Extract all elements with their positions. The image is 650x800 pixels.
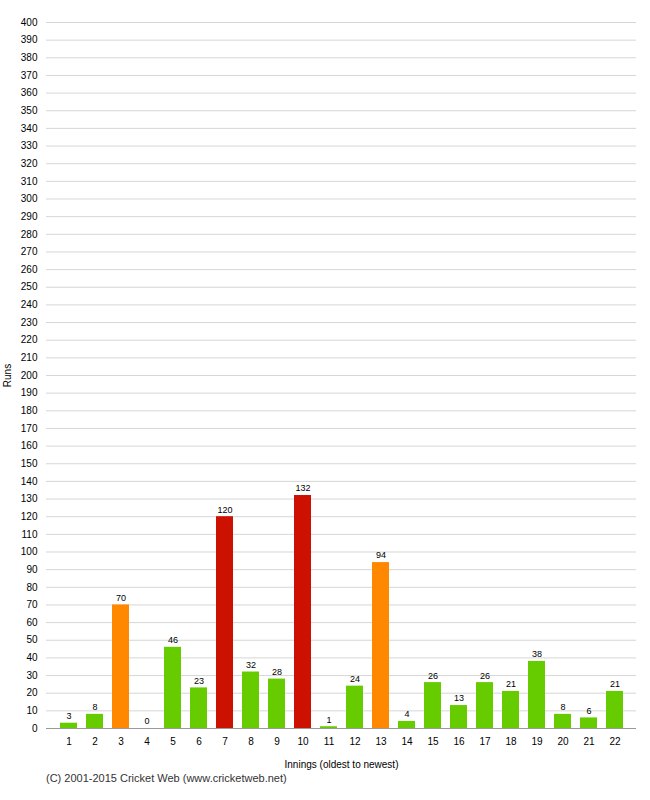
- svg-text:8: 8: [560, 702, 565, 712]
- svg-text:21: 21: [610, 679, 620, 689]
- svg-text:32: 32: [246, 660, 256, 670]
- svg-text:380: 380: [21, 52, 38, 63]
- svg-text:17: 17: [479, 736, 491, 747]
- svg-text:132: 132: [295, 483, 310, 493]
- svg-text:4: 4: [144, 736, 150, 747]
- svg-text:270: 270: [21, 246, 38, 257]
- svg-text:80: 80: [26, 582, 38, 593]
- svg-text:24: 24: [350, 674, 360, 684]
- svg-text:240: 240: [21, 299, 38, 310]
- svg-text:14: 14: [401, 736, 413, 747]
- svg-text:94: 94: [376, 550, 386, 560]
- svg-text:15: 15: [427, 736, 439, 747]
- svg-text:4: 4: [404, 709, 409, 719]
- svg-text:90: 90: [26, 564, 38, 575]
- svg-text:7: 7: [222, 736, 228, 747]
- svg-text:210: 210: [21, 352, 38, 363]
- svg-text:12: 12: [349, 736, 361, 747]
- svg-text:19: 19: [531, 736, 543, 747]
- svg-text:280: 280: [21, 229, 38, 240]
- svg-text:0: 0: [32, 723, 38, 734]
- svg-text:3: 3: [118, 736, 124, 747]
- svg-text:16: 16: [453, 736, 465, 747]
- svg-text:350: 350: [21, 105, 38, 116]
- svg-text:230: 230: [21, 317, 38, 328]
- svg-text:28: 28: [272, 667, 282, 677]
- svg-text:13: 13: [454, 693, 464, 703]
- svg-text:120: 120: [21, 511, 38, 522]
- svg-text:22: 22: [609, 736, 621, 747]
- svg-text:13: 13: [375, 736, 387, 747]
- svg-text:Innings (oldest to newest): Innings (oldest to newest): [285, 759, 399, 770]
- svg-text:160: 160: [21, 440, 38, 451]
- svg-text:100: 100: [21, 546, 38, 557]
- svg-text:6: 6: [586, 706, 591, 716]
- svg-text:Runs: Runs: [2, 364, 13, 387]
- svg-text:8: 8: [92, 702, 97, 712]
- svg-text:200: 200: [21, 370, 38, 381]
- svg-text:11: 11: [324, 736, 335, 747]
- svg-text:0: 0: [144, 716, 149, 726]
- svg-text:290: 290: [21, 211, 38, 222]
- svg-text:30: 30: [26, 670, 38, 681]
- svg-text:400: 400: [21, 17, 38, 28]
- svg-text:120: 120: [217, 505, 232, 515]
- svg-text:60: 60: [26, 617, 38, 628]
- svg-text:1: 1: [326, 715, 331, 725]
- svg-text:46: 46: [168, 635, 178, 645]
- svg-text:10: 10: [26, 705, 38, 716]
- svg-text:70: 70: [116, 593, 126, 603]
- svg-text:1: 1: [66, 736, 72, 747]
- svg-text:150: 150: [21, 458, 38, 469]
- svg-text:310: 310: [21, 176, 38, 187]
- svg-text:260: 260: [21, 264, 38, 275]
- svg-text:110: 110: [22, 529, 38, 540]
- svg-text:26: 26: [428, 670, 438, 680]
- svg-text:10: 10: [297, 736, 309, 747]
- svg-text:3: 3: [66, 711, 71, 721]
- svg-text:50: 50: [26, 634, 38, 645]
- svg-text:21: 21: [583, 736, 595, 747]
- svg-text:250: 250: [21, 281, 38, 292]
- svg-text:390: 390: [21, 34, 38, 45]
- svg-text:140: 140: [21, 476, 38, 487]
- svg-text:300: 300: [21, 193, 38, 204]
- svg-text:2: 2: [92, 736, 98, 747]
- svg-text:220: 220: [21, 334, 38, 345]
- svg-text:6: 6: [196, 736, 202, 747]
- svg-text:180: 180: [21, 405, 38, 416]
- svg-text:190: 190: [21, 387, 38, 398]
- svg-text:23: 23: [194, 676, 204, 686]
- svg-text:9: 9: [274, 736, 280, 747]
- svg-text:20: 20: [26, 687, 38, 698]
- svg-text:320: 320: [21, 158, 38, 169]
- svg-text:330: 330: [21, 140, 38, 151]
- svg-text:21: 21: [506, 679, 516, 689]
- svg-text:360: 360: [21, 87, 38, 98]
- svg-text:5: 5: [170, 736, 176, 747]
- svg-text:8: 8: [248, 736, 254, 747]
- svg-text:340: 340: [21, 123, 38, 134]
- svg-text:38: 38: [532, 649, 542, 659]
- svg-text:170: 170: [21, 423, 38, 434]
- svg-text:370: 370: [21, 70, 38, 81]
- svg-text:20: 20: [557, 736, 569, 747]
- html-text:(C) 2001-2015 Cricket Web (www: (C) 2001-2015 Cricket Web (www.cricketwe…: [46, 772, 287, 784]
- svg-text:40: 40: [26, 652, 38, 663]
- svg-text:18: 18: [505, 736, 517, 747]
- svg-text:26: 26: [480, 670, 490, 680]
- svg-text:70: 70: [26, 599, 38, 610]
- svg-text:130: 130: [21, 493, 38, 504]
